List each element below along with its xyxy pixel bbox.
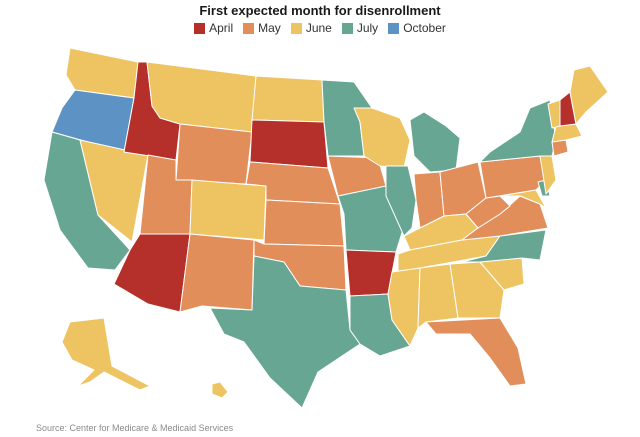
legend-label-may: May	[258, 21, 281, 35]
state-me	[569, 65, 609, 125]
state-il	[385, 165, 417, 237]
state-sd	[249, 119, 329, 169]
legend-label-july: July	[356, 21, 379, 35]
legend-swatch-june	[290, 22, 302, 34]
state-tx	[209, 255, 361, 409]
state-nm	[179, 233, 255, 313]
state-nd	[251, 75, 325, 123]
legend-swatch-may	[243, 22, 255, 34]
legend-item-april: April	[194, 21, 233, 35]
state-nc	[461, 229, 547, 263]
legend-swatch-april	[194, 22, 206, 34]
state-md	[499, 189, 547, 209]
legend-swatch-july	[341, 22, 353, 34]
legend-label-june: June	[305, 21, 332, 35]
legend-item-june: June	[290, 21, 332, 35]
state-wy	[175, 123, 253, 185]
legend: April May June July October	[0, 21, 640, 35]
state-hi	[211, 381, 229, 399]
state-mi	[409, 111, 461, 173]
state-ny	[479, 99, 557, 163]
legend-label-april: April	[209, 21, 234, 35]
state-al	[417, 263, 459, 329]
legend-item-october: October	[388, 21, 446, 35]
legend-item-july: July	[341, 21, 379, 35]
state-co	[189, 179, 267, 241]
state-ak	[61, 317, 151, 391]
state-ks	[263, 199, 345, 247]
map-title: First expected month for disenrollment	[199, 3, 441, 18]
source-note: Source: Center for Medicare & Medicaid S…	[36, 423, 234, 433]
state-fl	[425, 317, 527, 387]
legend-swatch-october	[388, 22, 400, 34]
legend-label-october: October	[403, 21, 446, 35]
legend-item-may: May	[243, 21, 281, 35]
state-ct	[551, 139, 569, 157]
